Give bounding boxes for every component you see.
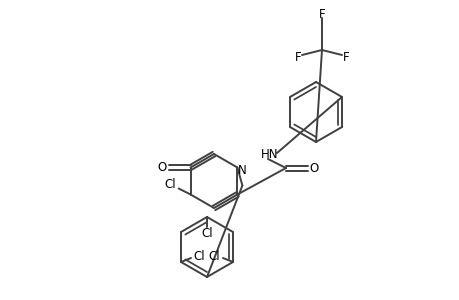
Text: O: O <box>157 161 166 174</box>
Text: F: F <box>342 50 348 64</box>
Text: F: F <box>294 50 301 64</box>
Text: Cl: Cl <box>201 227 213 241</box>
Text: Cl: Cl <box>208 250 219 262</box>
Text: O: O <box>309 161 318 175</box>
Text: F: F <box>318 8 325 20</box>
Text: Cl: Cl <box>164 178 176 191</box>
Text: N: N <box>237 164 246 177</box>
Text: Cl: Cl <box>193 250 204 262</box>
Text: HN: HN <box>261 148 278 161</box>
